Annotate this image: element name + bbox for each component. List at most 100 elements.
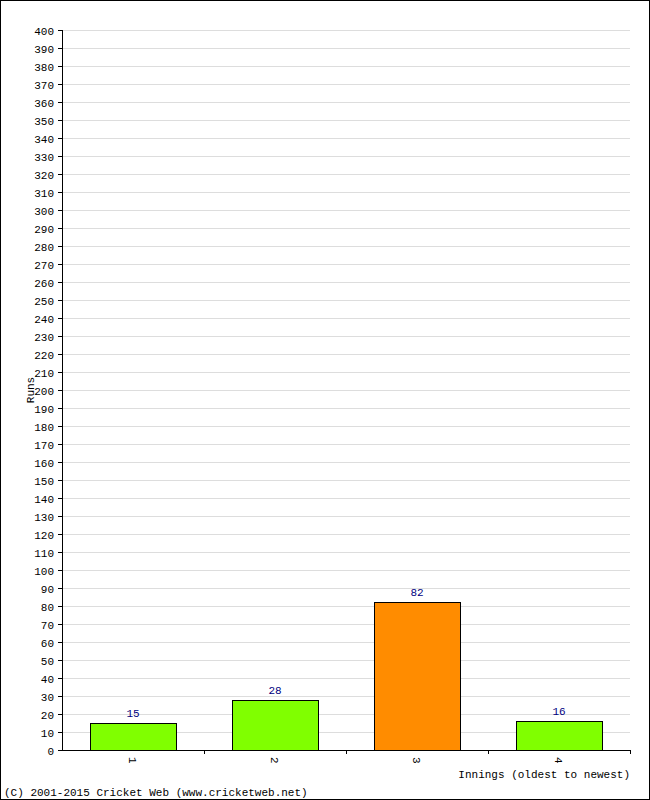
y-tick [58, 714, 62, 715]
y-tick-label: 270 [34, 260, 54, 272]
y-tick [58, 462, 62, 463]
grid-line [62, 174, 630, 175]
y-tick-label: 130 [34, 512, 54, 524]
y-tick [58, 138, 62, 139]
grid-line [62, 606, 630, 607]
chart: 0102030405060708090100110120130140150160… [0, 0, 650, 800]
y-tick [58, 246, 62, 247]
y-tick [58, 732, 62, 733]
y-tick-label: 190 [34, 404, 54, 416]
x-tick-label: 1 [126, 757, 138, 764]
y-tick-label: 290 [34, 224, 54, 236]
y-tick [58, 642, 62, 643]
y-tick [58, 66, 62, 67]
x-axis-label: Innings (oldest to newest) [458, 769, 630, 781]
copyright: (C) 2001-2015 Cricket Web (www.cricketwe… [4, 787, 308, 799]
x-tick [204, 750, 205, 754]
y-tick [58, 48, 62, 49]
y-tick [58, 264, 62, 265]
y-tick-label: 30 [41, 692, 54, 704]
y-tick-label: 10 [41, 728, 54, 740]
x-tick [346, 750, 347, 754]
y-tick [58, 300, 62, 301]
y-tick [58, 84, 62, 85]
grid-line [62, 66, 630, 67]
y-tick [58, 426, 62, 427]
grid-line [62, 714, 630, 715]
y-tick [58, 480, 62, 481]
y-tick [58, 660, 62, 661]
x-tick-label: 4 [552, 757, 564, 764]
y-tick-label: 320 [34, 170, 54, 182]
grid-line [62, 192, 630, 193]
y-tick [58, 192, 62, 193]
y-tick [58, 102, 62, 103]
y-tick-label: 260 [34, 278, 54, 290]
y-tick [58, 336, 62, 337]
y-tick-label: 80 [41, 602, 54, 614]
grid-line [62, 660, 630, 661]
grid-line [62, 480, 630, 481]
y-tick-label: 70 [41, 620, 54, 632]
grid-line [62, 48, 630, 49]
bar [91, 724, 177, 751]
y-tick-label: 400 [34, 26, 54, 38]
grid-line [62, 570, 630, 571]
bar [375, 603, 461, 751]
y-tick [58, 408, 62, 409]
grid-line [62, 444, 630, 445]
y-tick [58, 30, 62, 31]
grid-line [62, 120, 630, 121]
y-tick [58, 588, 62, 589]
data-label: 82 [410, 587, 423, 599]
y-tick-label: 60 [41, 638, 54, 650]
y-tick-label: 210 [34, 368, 54, 380]
data-label: 28 [268, 685, 281, 697]
y-tick-label: 250 [34, 296, 54, 308]
y-tick-label: 280 [34, 242, 54, 254]
y-tick [58, 498, 62, 499]
x-tick [630, 750, 631, 754]
y-tick-label: 180 [34, 422, 54, 434]
y-tick [58, 624, 62, 625]
y-tick-label: 20 [41, 710, 54, 722]
grid-line [62, 498, 630, 499]
y-tick-label: 90 [41, 584, 54, 596]
y-tick-label: 350 [34, 116, 54, 128]
grid-line [62, 300, 630, 301]
x-tick-label: 3 [410, 757, 422, 764]
grid-line [62, 552, 630, 553]
y-tick-label: 240 [34, 314, 54, 326]
y-tick [58, 120, 62, 121]
grid-line [62, 318, 630, 319]
bar [517, 722, 603, 751]
y-tick [58, 444, 62, 445]
y-tick-label: 160 [34, 458, 54, 470]
y-tick [58, 750, 62, 751]
grid-line [62, 390, 630, 391]
grid-line [62, 354, 630, 355]
x-tick [488, 750, 489, 754]
grid-line [62, 516, 630, 517]
y-axis-label: Runs [25, 377, 37, 403]
y-tick-label: 110 [34, 548, 54, 560]
grid-line [62, 228, 630, 229]
y-tick-label: 310 [34, 188, 54, 200]
bars [91, 603, 603, 751]
bar [233, 701, 319, 751]
y-tick-label: 0 [47, 746, 54, 758]
grid-line [62, 408, 630, 409]
y-tick-label: 150 [34, 476, 54, 488]
y-tick [58, 228, 62, 229]
y-tick [58, 372, 62, 373]
grid-line [62, 426, 630, 427]
grid-line [62, 30, 630, 31]
y-tick [58, 282, 62, 283]
y-tick [58, 552, 62, 553]
y-tick [58, 696, 62, 697]
y-tick [58, 354, 62, 355]
y-tick-label: 170 [34, 440, 54, 452]
y-tick-label: 300 [34, 206, 54, 218]
y-tick [58, 570, 62, 571]
grid-line [62, 246, 630, 247]
